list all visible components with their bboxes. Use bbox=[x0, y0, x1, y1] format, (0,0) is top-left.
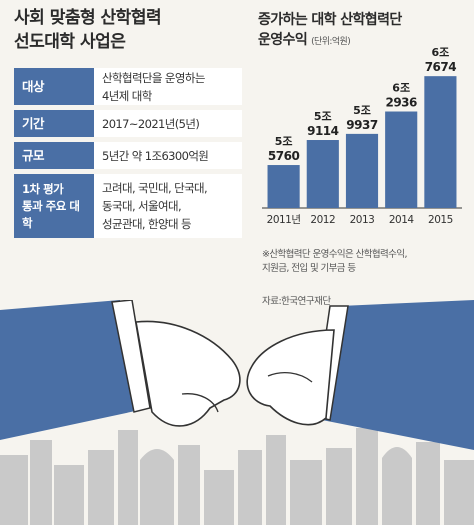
program-info-table: 대상 산학협력단을 운영하는 4년제 대학 기간 2017~2021년(5년) … bbox=[14, 68, 242, 243]
left-sleeve-icon bbox=[0, 300, 151, 440]
info-value-target: 산학협력단을 운영하는 4년제 대학 bbox=[94, 68, 242, 105]
info-label-scale: 규모 bbox=[14, 142, 94, 169]
x-tick-label-3: 2014 bbox=[389, 214, 415, 226]
x-tick-label-0: 2011년 bbox=[267, 214, 301, 226]
main-title-line1: 사회 맞춤형 산학협력 bbox=[14, 8, 162, 28]
info-label-universities: 1차 평가 통과 주요 대학 bbox=[14, 174, 94, 238]
info-row-target: 대상 산학협력단을 운영하는 4년제 대학 bbox=[14, 68, 242, 105]
x-tick-label-1: 2012 bbox=[310, 214, 335, 226]
info-row-scale: 규모 5년간 약 1조6300억원 bbox=[14, 142, 242, 169]
x-tick-label-2: 2013 bbox=[350, 214, 375, 226]
bar-1 bbox=[306, 140, 339, 208]
bar-label-value-0: 5760 bbox=[268, 149, 300, 163]
info-value-universities: 고려대, 국민대, 단국대, 동국대, 서울여대, 성균관대, 한양대 등 bbox=[94, 174, 242, 238]
main-title: 사회 맞춤형 산학협력 선도대학 사업은 bbox=[14, 6, 234, 54]
chart-title-line2: 운영수익 bbox=[258, 32, 308, 48]
bar-3 bbox=[385, 111, 418, 208]
city-skyline-icon bbox=[0, 428, 474, 525]
info-label-period: 기간 bbox=[14, 110, 94, 137]
bar-label-top-4: 6조 bbox=[432, 46, 450, 59]
bar-0 bbox=[267, 165, 300, 208]
bar-label-top-3: 6조 bbox=[392, 82, 410, 95]
info-row-period: 기간 2017~2021년(5년) bbox=[14, 110, 242, 137]
info-value-scale: 5년간 약 1조6300억원 bbox=[94, 142, 242, 169]
bar-4 bbox=[424, 76, 457, 208]
x-tick-label-4: 2015 bbox=[428, 214, 453, 226]
left-hand-icon bbox=[135, 320, 241, 427]
chart-title-line1: 증가하는 대학 산학협력단 bbox=[258, 12, 402, 28]
main-title-line2: 선도대학 사업은 bbox=[14, 32, 126, 52]
info-value-period: 2017~2021년(5년) bbox=[94, 110, 242, 137]
bar-label-value-3: 2936 bbox=[385, 96, 417, 110]
bar-label-top-0: 5조 bbox=[275, 135, 293, 148]
bar-label-top-2: 5조 bbox=[353, 104, 371, 117]
info-row-universities: 1차 평가 통과 주요 대학 고려대, 국민대, 단국대, 동국대, 서울여대,… bbox=[14, 174, 242, 238]
chart-unit: (단위:억원) bbox=[311, 37, 351, 47]
right-sleeve-icon bbox=[313, 300, 474, 450]
right-hand-icon bbox=[246, 329, 335, 426]
bar-label-value-4: 7674 bbox=[425, 60, 457, 74]
handshake-illustration bbox=[0, 300, 474, 525]
info-label-target: 대상 bbox=[14, 68, 94, 105]
bar-label-value-1: 9114 bbox=[307, 124, 339, 138]
bar-2 bbox=[345, 133, 379, 208]
bar-label-top-1: 5조 bbox=[314, 110, 332, 123]
chart-footnote: ※산학협력단 운영수익은 산학협력수익, 지원금, 전입 및 기부금 등 bbox=[262, 249, 407, 274]
source-credit: 자료:한국연구재단 bbox=[262, 296, 331, 307]
chart-title: 증가하는 대학 산학협력단 운영수익 (단위:억원) bbox=[258, 10, 468, 52]
bar-label-value-2: 9937 bbox=[346, 118, 378, 132]
